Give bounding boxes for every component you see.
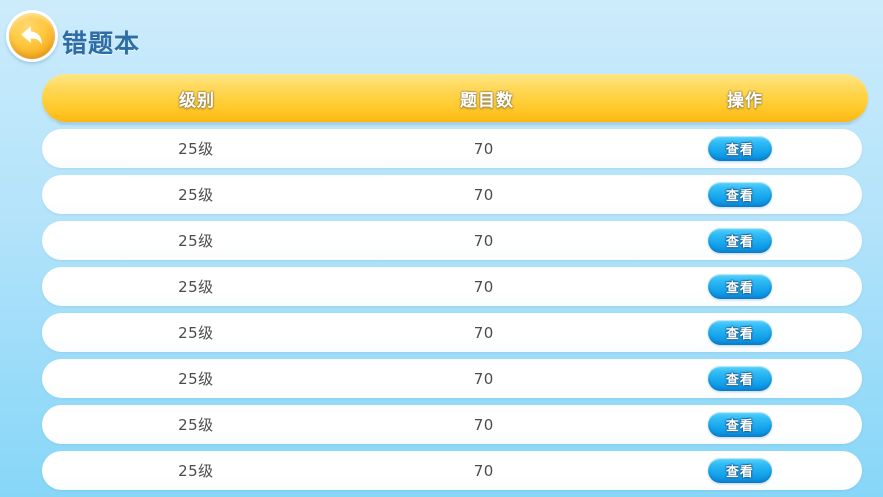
cell-level: 25级 xyxy=(178,140,214,158)
view-button-label: 查看 xyxy=(725,465,754,480)
table-row[interactable]: 25级 70 查看 xyxy=(42,175,862,214)
page-title: 错题本 xyxy=(62,29,141,58)
cell-level: 25级 xyxy=(178,278,214,296)
column-header-action: 操作 xyxy=(727,90,763,111)
table-row[interactable]: 25级 70 查看 xyxy=(42,267,862,306)
view-button-label: 查看 xyxy=(725,235,754,250)
cell-count: 70 xyxy=(473,185,494,204)
cell-count: 70 xyxy=(473,231,494,250)
view-button[interactable]: 查看 xyxy=(707,366,772,391)
view-button[interactable]: 查看 xyxy=(707,412,772,437)
view-button[interactable]: 查看 xyxy=(707,320,772,345)
cell-level: 25级 xyxy=(178,462,214,480)
view-button[interactable]: 查看 xyxy=(707,274,772,299)
cell-level: 25级 xyxy=(178,186,214,204)
cell-level: 25级 xyxy=(178,370,214,388)
cell-count: 70 xyxy=(473,369,494,388)
view-button-label: 查看 xyxy=(725,189,754,204)
table-header-row: 级别 题目数 操作 xyxy=(42,74,868,125)
view-button[interactable]: 查看 xyxy=(707,136,772,161)
cell-count: 70 xyxy=(473,415,494,434)
cell-action: 查看 xyxy=(618,136,862,161)
table-row[interactable]: 25级 70 查看 xyxy=(42,451,862,490)
cell-action: 查看 xyxy=(618,228,862,253)
table-row[interactable]: 25级 70 查看 xyxy=(42,359,862,398)
table-row[interactable]: 25级 70 查看 xyxy=(42,129,862,168)
column-header-count: 题目数 xyxy=(460,90,514,111)
column-header-level: 级别 xyxy=(179,90,215,111)
back-arrow-icon xyxy=(17,22,47,50)
back-button[interactable] xyxy=(6,10,58,62)
cell-count: 70 xyxy=(473,323,494,342)
cell-action: 查看 xyxy=(618,366,862,391)
back-button-face xyxy=(9,13,55,59)
cell-level: 25级 xyxy=(178,416,214,434)
view-button[interactable]: 查看 xyxy=(707,228,772,253)
table-row[interactable]: 25级 70 查看 xyxy=(42,313,862,352)
cell-level: 25级 xyxy=(178,232,214,250)
table-row[interactable]: 25级 70 查看 xyxy=(42,405,862,444)
view-button-label: 查看 xyxy=(725,281,754,296)
cell-action: 查看 xyxy=(618,182,862,207)
cell-action: 查看 xyxy=(618,412,862,437)
view-button-label: 查看 xyxy=(725,143,754,158)
cell-count: 70 xyxy=(473,277,494,296)
cell-action: 查看 xyxy=(618,458,862,483)
view-button[interactable]: 查看 xyxy=(707,458,772,483)
cell-action: 查看 xyxy=(618,274,862,299)
cell-level: 25级 xyxy=(178,324,214,342)
cell-action: 查看 xyxy=(618,320,862,345)
mistake-book-table: 级别 题目数 操作 25级 70 查看 25级 70 查看 25级 70 查看 xyxy=(42,74,868,497)
table-body: 25级 70 查看 25级 70 查看 25级 70 查看 25级 70 xyxy=(42,129,862,490)
table-row[interactable]: 25级 70 查看 xyxy=(42,221,862,260)
view-button-label: 查看 xyxy=(725,419,754,434)
view-button-label: 查看 xyxy=(725,373,754,388)
top-bar: 错题本 xyxy=(0,0,883,72)
view-button-label: 查看 xyxy=(725,327,754,342)
cell-count: 70 xyxy=(473,461,494,480)
cell-count: 70 xyxy=(473,139,494,158)
view-button[interactable]: 查看 xyxy=(707,182,772,207)
